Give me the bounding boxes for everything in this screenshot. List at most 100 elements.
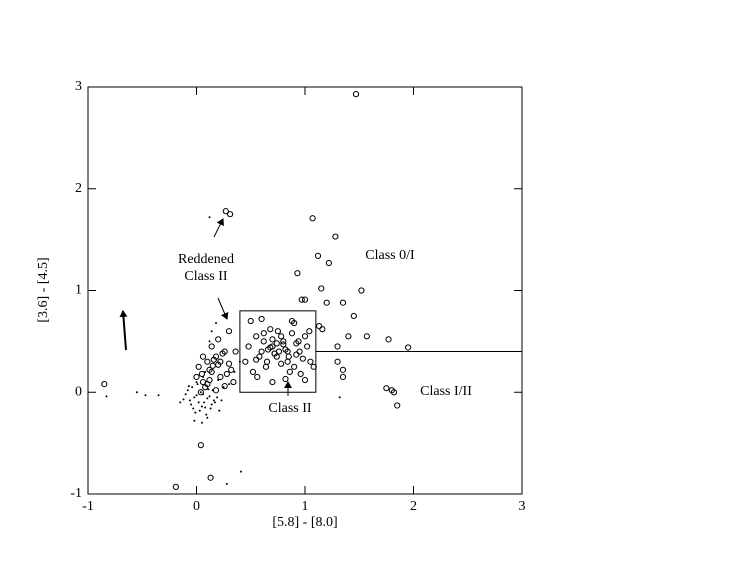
yso-point xyxy=(172,483,179,490)
yso-point xyxy=(225,328,233,335)
yso-point xyxy=(249,368,257,375)
yso-point xyxy=(301,376,309,384)
yso-point xyxy=(280,341,287,348)
x-tick-label: 0 xyxy=(193,499,200,514)
star-point xyxy=(179,401,182,404)
yso-point xyxy=(296,348,303,355)
yso-point xyxy=(358,287,365,294)
yso-point xyxy=(273,340,280,347)
star-point xyxy=(213,401,216,404)
yso-point xyxy=(204,358,211,365)
star-point xyxy=(208,216,211,219)
yso-point xyxy=(316,323,323,330)
star-point xyxy=(208,340,211,343)
annotation: Class 0/I xyxy=(365,248,415,263)
star-point xyxy=(209,407,212,410)
yso-point xyxy=(298,296,305,303)
yso-point xyxy=(242,358,249,365)
yso-point xyxy=(271,350,278,357)
star-point xyxy=(202,393,205,396)
yso-point xyxy=(269,336,276,343)
yso-point xyxy=(207,474,214,481)
yso-point xyxy=(325,259,332,267)
star-point xyxy=(206,416,209,419)
yso-point xyxy=(232,348,239,355)
yso-point xyxy=(304,343,311,350)
yso-point xyxy=(339,299,347,306)
annotation: Class I/II xyxy=(420,384,472,399)
star-point xyxy=(182,398,185,401)
yso-point xyxy=(212,387,220,394)
yso-point xyxy=(199,353,207,360)
yso-point xyxy=(339,373,347,381)
yso-point xyxy=(217,358,224,365)
yso-point xyxy=(404,344,412,351)
y-tick-label: 1 xyxy=(75,283,82,298)
star-point xyxy=(210,403,213,406)
star-point xyxy=(198,409,201,412)
plot-frame xyxy=(87,86,523,495)
annotation: Class II xyxy=(268,401,312,416)
star-point xyxy=(193,419,196,422)
yso-point xyxy=(254,373,261,381)
yso-point xyxy=(228,366,235,373)
star-point xyxy=(238,360,241,363)
annotation-arrow xyxy=(213,218,224,238)
yso-point xyxy=(295,338,302,345)
yso-point xyxy=(101,381,108,388)
yso-point xyxy=(299,355,306,362)
y-axis-label: [3.6] - [4.5] xyxy=(36,257,51,322)
yso-point xyxy=(219,350,226,357)
star-point xyxy=(157,394,160,397)
yso-point xyxy=(278,333,285,340)
star-point xyxy=(210,330,213,333)
yso-point xyxy=(285,353,292,360)
yso-point xyxy=(217,373,224,381)
class-ii-box xyxy=(239,310,317,393)
yso-point xyxy=(334,343,341,350)
yso-point xyxy=(297,370,304,378)
yso-point xyxy=(284,358,291,365)
yso-point xyxy=(286,368,293,375)
star-point xyxy=(144,394,147,397)
star-point xyxy=(204,406,207,409)
yso-point xyxy=(301,333,309,340)
y-tick-label: -1 xyxy=(70,486,82,501)
yso-point xyxy=(263,358,271,365)
yso-point xyxy=(260,330,267,337)
star-point xyxy=(220,399,223,402)
star-point xyxy=(188,399,191,402)
yso-point xyxy=(227,211,234,218)
star-point xyxy=(239,470,242,473)
yso-point xyxy=(269,378,276,386)
yso-point xyxy=(284,348,291,355)
y-tick-label: 0 xyxy=(75,384,82,399)
yso-point xyxy=(209,362,216,369)
star-point xyxy=(202,375,205,378)
yso-point xyxy=(301,296,309,303)
yso-point xyxy=(288,330,296,337)
yso-point xyxy=(288,317,296,325)
star-point xyxy=(217,379,220,382)
star-point xyxy=(212,399,215,402)
yso-point xyxy=(278,360,285,367)
star-point xyxy=(191,386,194,389)
yso-point xyxy=(215,336,222,343)
yso-point xyxy=(332,233,339,240)
star-point xyxy=(135,391,138,394)
yso-point xyxy=(306,328,313,335)
yso-point xyxy=(390,389,398,396)
star-point xyxy=(192,407,195,410)
yso-point xyxy=(314,252,322,260)
star-point xyxy=(197,401,200,404)
yso-point xyxy=(291,363,298,370)
yso-point xyxy=(363,333,370,340)
star-point xyxy=(199,391,202,394)
yso-point xyxy=(258,348,265,355)
yso-point xyxy=(294,270,301,277)
star-point xyxy=(105,395,108,398)
star-point xyxy=(218,409,221,412)
yso-point xyxy=(222,208,229,215)
star-point xyxy=(228,383,231,386)
